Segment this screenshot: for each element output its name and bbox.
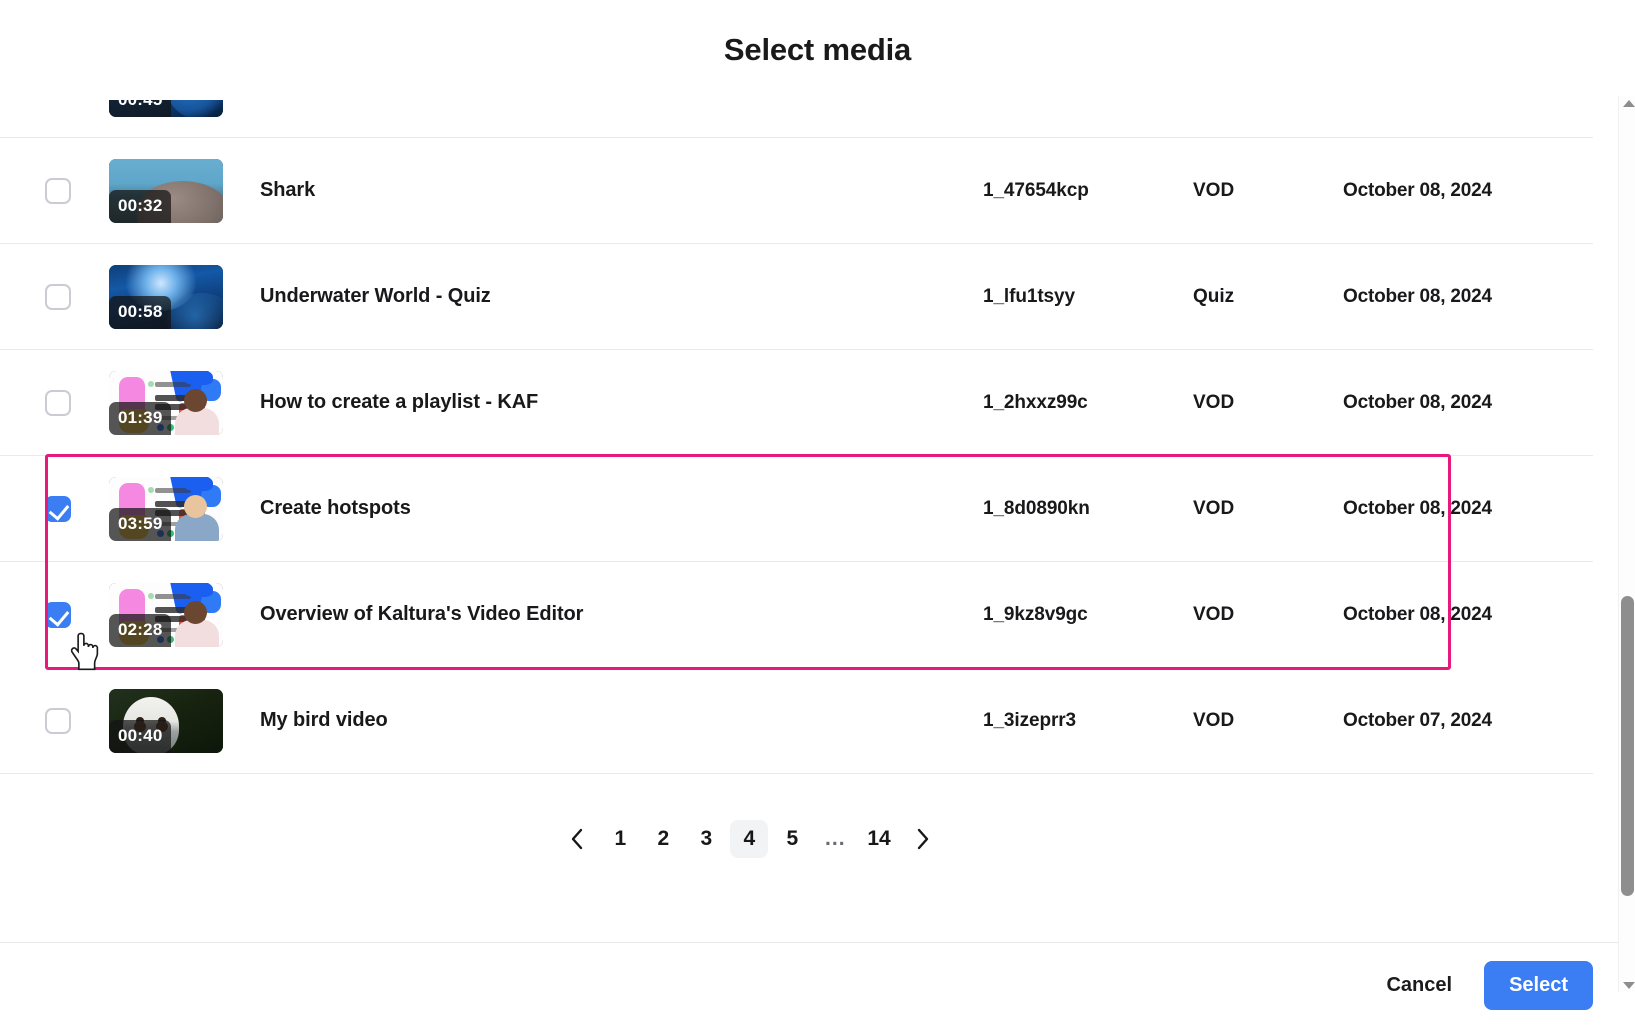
row-checkbox[interactable] — [45, 177, 71, 204]
duration-badge: 03:59 — [109, 507, 172, 541]
pagination-page-2[interactable]: 2 — [644, 820, 682, 858]
media-name[interactable]: Shark — [260, 179, 316, 201]
row-checkbox[interactable] — [45, 283, 71, 310]
pagination-page-4[interactable]: 4 — [730, 820, 769, 858]
pagination-page-3[interactable]: 3 — [687, 820, 725, 858]
row-checkbox-cell — [45, 495, 109, 522]
media-thumbnail[interactable]: 00:45 — [109, 100, 223, 117]
row-thumbnail-cell: 00:58 — [109, 264, 246, 329]
duration-badge: 00:45 — [109, 100, 172, 117]
media-type: VOD — [1193, 709, 1235, 731]
media-date: October 08, 2024 — [1343, 603, 1492, 625]
row-checkbox-cell — [45, 177, 109, 204]
table-row[interactable]: 02:28 Overview of Kaltura's Video Editor 1… — [0, 562, 1593, 668]
row-checkbox-cell — [45, 283, 109, 310]
table-row[interactable]: 00:32 Shark 1_47654kcp VOD October 08, 2024 — [0, 138, 1593, 244]
table-row[interactable]: 00:58 Underwater World - Quiz 1_lfu1tsyy Qu… — [0, 244, 1593, 350]
media-type: Quiz — [1193, 285, 1235, 307]
media-name[interactable]: My bird video — [260, 709, 388, 731]
vertical-scrollbar[interactable] — [1618, 96, 1635, 992]
pagination-prev-icon[interactable] — [558, 820, 596, 858]
media-id: 1_lfu1tsyy — [983, 285, 1075, 307]
pagination: 1 2 3 4 5... 14 — [0, 774, 1500, 888]
table-row[interactable]: 00:40 My bird video 1_3izeprr3 VOD October 0… — [0, 668, 1593, 774]
media-name[interactable]: How to create a playlist - KAF — [260, 391, 539, 413]
duration-badge: 01:39 — [109, 401, 172, 435]
media-id: 1_47654kcp — [983, 179, 1089, 201]
media-type: VOD — [1193, 391, 1235, 413]
pagination-page-1[interactable]: 1 — [601, 820, 639, 858]
row-thumbnail-cell: 00:32 — [109, 158, 246, 223]
table-row[interactable]: 00:45Video for quiz1_igaxtzjrVODOctober … — [0, 100, 1593, 138]
media-thumbnail[interactable]: 02:28 — [109, 582, 223, 647]
row-checkbox-cell — [45, 389, 109, 416]
row-checkbox-cell — [45, 707, 109, 734]
page-title: Select media — [0, 0, 1635, 100]
row-thumbnail-cell: 02:28 — [109, 582, 246, 647]
media-id: 1_9kz8v9gc — [983, 603, 1088, 625]
media-thumbnail[interactable]: 03:59 — [109, 476, 223, 541]
select-button[interactable]: Select — [1484, 961, 1593, 1010]
media-id: 1_3izeprr3 — [983, 709, 1077, 731]
duration-badge: 00:32 — [109, 189, 172, 223]
media-list-scroll-area[interactable]: 00:45Video for quiz1_igaxtzjrVODOctober … — [0, 100, 1635, 942]
scrollbar-thumb[interactable] — [1621, 596, 1634, 896]
media-date: October 08, 2024 — [1343, 285, 1492, 307]
cancel-button[interactable]: Cancel — [1380, 964, 1458, 1007]
media-id: 1_2hxxz99c — [983, 391, 1088, 413]
row-thumbnail-cell: 00:40 — [109, 688, 246, 753]
duration-badge: 02:28 — [109, 613, 172, 647]
row-checkbox[interactable] — [45, 707, 71, 734]
pagination-next-icon[interactable] — [904, 820, 942, 858]
media-table: 00:45Video for quiz1_igaxtzjrVODOctober … — [0, 100, 1593, 888]
scroll-down-arrow-icon[interactable] — [1620, 978, 1635, 992]
row-checkbox[interactable] — [45, 601, 71, 628]
row-checkbox[interactable] — [45, 495, 71, 522]
duration-badge: 00:40 — [109, 719, 172, 753]
pagination-ellipsis: ... — [816, 820, 854, 858]
table-row[interactable]: 03:59 Create hotspots 1_8d0890kn VOD October… — [0, 456, 1593, 562]
duration-badge: 00:58 — [109, 295, 172, 329]
media-date: October 08, 2024 — [1343, 179, 1492, 201]
media-thumbnail[interactable]: 00:58 — [109, 264, 223, 329]
media-id: 1_8d0890kn — [983, 497, 1090, 519]
media-thumbnail[interactable]: 00:40 — [109, 688, 223, 753]
row-thumbnail-cell: 01:39 — [109, 370, 246, 435]
pagination-page-14[interactable]: 14 — [859, 820, 898, 858]
table-row[interactable]: 01:39 How to create a playlist - KAF 1_2hx… — [0, 350, 1593, 456]
media-name[interactable]: Overview of Kaltura's Video Editor — [260, 603, 584, 625]
row-checkbox[interactable] — [45, 389, 71, 416]
media-thumbnail[interactable]: 01:39 — [109, 370, 223, 435]
media-date: October 08, 2024 — [1343, 497, 1492, 519]
media-type: VOD — [1193, 497, 1235, 519]
scroll-up-arrow-icon[interactable] — [1620, 96, 1635, 110]
media-type: VOD — [1193, 179, 1235, 201]
row-thumbnail-cell: 00:45 — [109, 100, 246, 117]
row-checkbox-cell — [45, 601, 109, 628]
media-date: October 07, 2024 — [1343, 709, 1492, 731]
media-type: VOD — [1193, 603, 1235, 625]
media-name[interactable]: Create hotspots — [260, 497, 411, 519]
media-thumbnail[interactable]: 00:32 — [109, 158, 223, 223]
row-thumbnail-cell: 03:59 — [109, 476, 246, 541]
pagination-page-5[interactable]: 5 — [773, 820, 811, 858]
media-date: October 08, 2024 — [1343, 391, 1492, 413]
dialog-footer: Cancel Select — [0, 942, 1635, 1028]
media-name[interactable]: Underwater World - Quiz — [260, 285, 491, 307]
